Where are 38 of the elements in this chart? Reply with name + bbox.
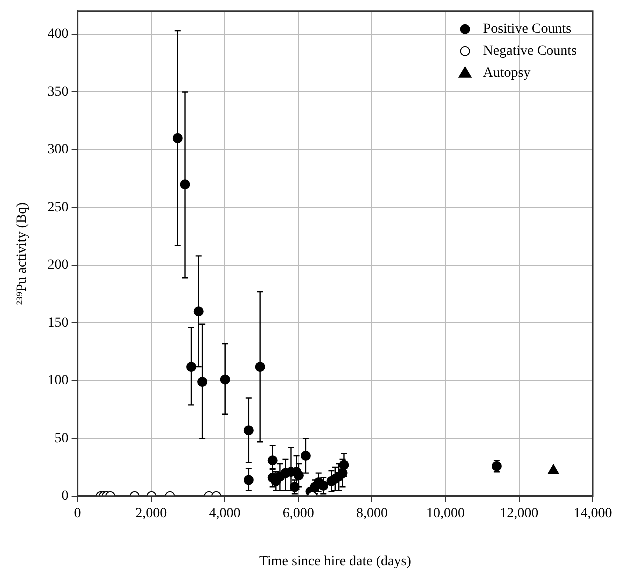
legend-label: Negative Counts <box>483 44 578 60</box>
y-tick-label: 400 <box>48 27 69 42</box>
point <box>339 460 350 470</box>
x-tick-label: 6,000 <box>282 506 314 522</box>
legend-label: Autopsy <box>483 66 531 82</box>
point <box>194 306 204 317</box>
x-tick-label: 14,000 <box>574 506 612 522</box>
point <box>294 470 304 481</box>
x-tick-label: 0 <box>74 506 82 522</box>
x-tick-label: 2,000 <box>136 506 168 522</box>
point <box>255 362 266 372</box>
x-tick-label: 4,000 <box>209 506 241 522</box>
point <box>186 362 197 372</box>
y-tick-label: 150 <box>48 316 69 331</box>
point <box>300 450 311 461</box>
x-axis-title: Time since hire date (days) <box>259 554 412 570</box>
point <box>198 377 208 388</box>
y-tick-label: 350 <box>48 84 69 100</box>
point <box>180 180 190 190</box>
point <box>172 133 183 144</box>
y-tick-label: 200 <box>48 258 69 274</box>
point <box>290 482 300 492</box>
y-tick-label: 250 <box>48 200 69 216</box>
point <box>220 374 230 385</box>
x-tick-label: 12,000 <box>500 506 539 522</box>
point <box>318 481 329 492</box>
point <box>338 468 348 478</box>
x-tick-label: 10,000 <box>426 506 466 522</box>
y-tick-label: 300 <box>48 142 69 158</box>
point <box>268 456 278 466</box>
x-tick-label: 8,000 <box>356 506 388 522</box>
y-tick-label: 50 <box>54 431 69 446</box>
y-tick-label: 0 <box>62 489 69 504</box>
legend-label: Positive Counts <box>483 22 572 38</box>
point <box>244 475 254 486</box>
point <box>244 426 254 436</box>
y-axis-title: ²³⁹Pu activity (Bq) <box>15 202 30 306</box>
y-tick-label: 100 <box>48 374 69 389</box>
